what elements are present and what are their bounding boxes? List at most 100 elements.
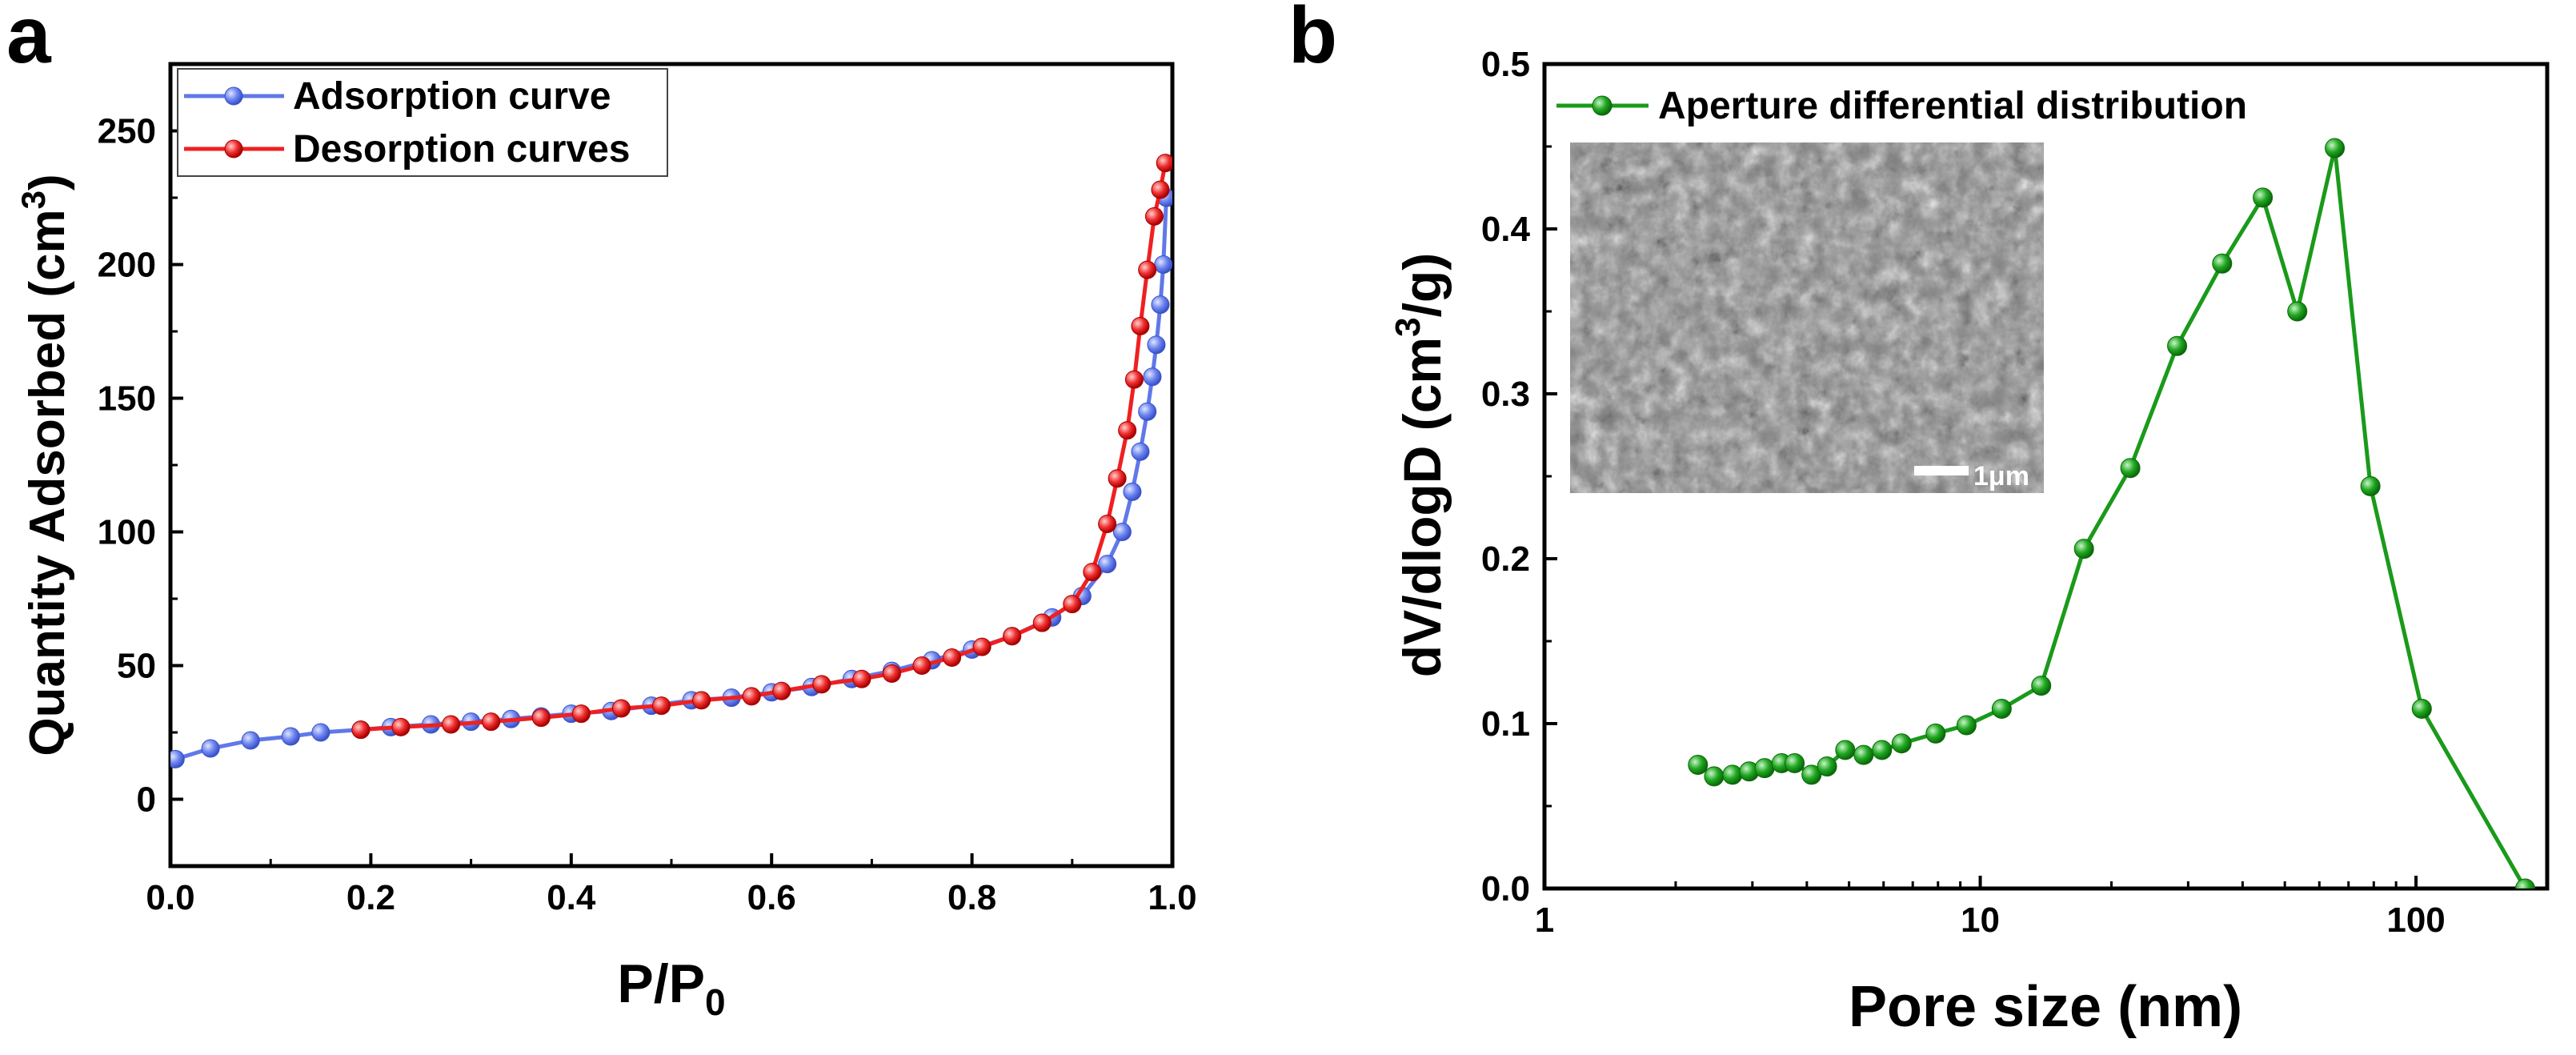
panel-b-x-tick-label: 1 (1535, 901, 1554, 940)
panel-b-y-tick-label: 0.0 (1481, 869, 1530, 909)
panel-b-y-tick-labels: 0.0 0.1 0.2 0.3 0.4 0.5 (1481, 45, 1531, 909)
panel-b-x-tick-labels: 1 10 100 (1535, 901, 2446, 940)
panel-a-x-tick-label: 1.0 (1148, 878, 1196, 917)
panel-a-legend: Adsorption curve Desorption curves (177, 68, 668, 177)
adsorption-point (1131, 442, 1150, 461)
aperture-point (1956, 715, 1977, 736)
inset-scale-bar (1914, 466, 1969, 475)
panel-a-y-tick-label: 100 (98, 513, 156, 552)
panel-b-y-tick-label: 0.2 (1481, 540, 1530, 579)
panel-b-y-axis-title: dV/dlogD (cm3/g) (1388, 253, 1452, 677)
aperture-point (1991, 698, 2012, 719)
panel-b-y-tick-label: 0.4 (1481, 210, 1531, 249)
panel-b-y-tick-label: 0.1 (1481, 704, 1530, 744)
aperture-point (2253, 187, 2274, 208)
desorption-point (1083, 563, 1102, 582)
panel-a-label: a (6, 0, 52, 80)
aperture-point (1891, 733, 1912, 754)
panel-b-legend: Aperture differential distribution (1556, 85, 2247, 127)
panel-a-y-tick-labels: 0 50 100 150 200 250 (98, 112, 156, 820)
desorption-point (772, 681, 791, 700)
adsorption-point (201, 739, 220, 758)
panel-b-y-tick-label: 0.3 (1481, 375, 1530, 414)
adsorption-point (1154, 255, 1172, 274)
desorption-point (852, 669, 871, 688)
aperture-point (1853, 744, 1874, 765)
panel-a-y-tick-label: 50 (117, 647, 156, 686)
desorption-point (1118, 421, 1137, 440)
panel-b-inset: 1μm (1570, 142, 2044, 493)
aperture-point (2514, 878, 2535, 889)
adsorption-point (281, 727, 300, 746)
panel-a-y-tick-label: 200 (98, 246, 156, 285)
panel-a-x-tick-label: 0.4 (547, 878, 596, 917)
panel-a-x-tick-label: 0.0 (146, 878, 194, 917)
desorption-point (571, 704, 591, 724)
adsorption-point (1143, 367, 1162, 387)
aperture-point (2031, 676, 2052, 696)
adsorption-point (1112, 523, 1132, 541)
desorption-point (1063, 595, 1082, 614)
legend-label-desorption: Desorption curves (293, 128, 630, 170)
panel-a-x-tick-labels: 0.0 0.2 0.4 0.6 0.8 1.0 (146, 878, 1196, 917)
panel-a-x-tick-label: 0.8 (947, 878, 996, 917)
aperture-point (1925, 723, 1946, 744)
desorption-point (1108, 469, 1127, 488)
aperture-point (1688, 755, 1709, 775)
desorption-point (611, 699, 631, 718)
aperture-point (1801, 764, 1822, 785)
desorption-point (531, 708, 551, 728)
inset-sem-texture (1570, 142, 2044, 493)
aperture-point (1722, 764, 1743, 785)
panel-b-x-tick-label: 100 (2386, 901, 2445, 940)
panel-a-plot-frame (168, 62, 1175, 868)
desorption-point (1138, 260, 1157, 279)
adsorption-point (1151, 295, 1170, 315)
aperture-point (2212, 253, 2233, 274)
adsorption-point (1138, 402, 1157, 421)
panel-b-label: b (1288, 0, 1337, 80)
adsorption-point (311, 723, 331, 742)
panel-b-x-tick-label: 10 (1961, 901, 2000, 940)
aperture-point (1835, 740, 1856, 760)
inset-scale-bar-label: 1μm (1973, 461, 2029, 491)
adsorption-point (1147, 335, 1166, 355)
desorption-point (882, 664, 901, 684)
desorption-point (812, 675, 831, 694)
desorption-point (482, 712, 501, 732)
aperture-point (2287, 301, 2308, 322)
desorption-series-line (360, 162, 1168, 732)
desorption-point (1098, 514, 1117, 533)
panel-b-y-tick-label: 0.5 (1481, 45, 1530, 84)
desorption-point (742, 687, 761, 706)
desorption-point (912, 656, 931, 675)
legend-label-aperture: Aperture differential distribution (1658, 85, 2247, 127)
aperture-point (1872, 740, 1893, 760)
panel-a-legend-box (177, 68, 668, 177)
legend-marker-adsorption (224, 86, 243, 106)
aperture-point (1785, 752, 1805, 773)
aperture-point (1754, 758, 1775, 779)
desorption-point (1144, 207, 1164, 226)
panel-b-ticks (1543, 62, 2418, 890)
adsorption-point (1123, 482, 1142, 501)
adsorption-point (241, 731, 260, 750)
desorption-point (1124, 370, 1144, 389)
panel-a-y-tick-label: 0 (137, 780, 156, 820)
desorption-point (651, 696, 671, 716)
panel-b: b 1 10 100 0.0 0.1 0.2 0.3 0.4 0.5 1μm Aperture… (1288, 0, 2550, 1039)
desorption-point (692, 691, 711, 710)
desorption-point (1003, 627, 1022, 646)
desorption-point (1151, 180, 1170, 199)
panel-a: a 0.0 0.2 0.4 0.6 0.8 1.0 0 50 100 150 200 250 P/P… (6, 0, 1197, 1023)
adsorption-series-line (174, 197, 1168, 761)
panel-a-y-axis-title: Quantity Adsorbed (cm3) (14, 174, 75, 756)
panel-a-x-tick-label: 0.2 (347, 878, 395, 917)
panel-b-series (1688, 138, 2535, 889)
panel-a-x-axis-title: P/P0 (617, 953, 725, 1023)
legend-marker-desorption (224, 139, 243, 158)
panel-a-y-tick-label: 250 (98, 112, 156, 151)
aperture-point (2120, 458, 2141, 479)
adsorption-point (170, 749, 185, 768)
